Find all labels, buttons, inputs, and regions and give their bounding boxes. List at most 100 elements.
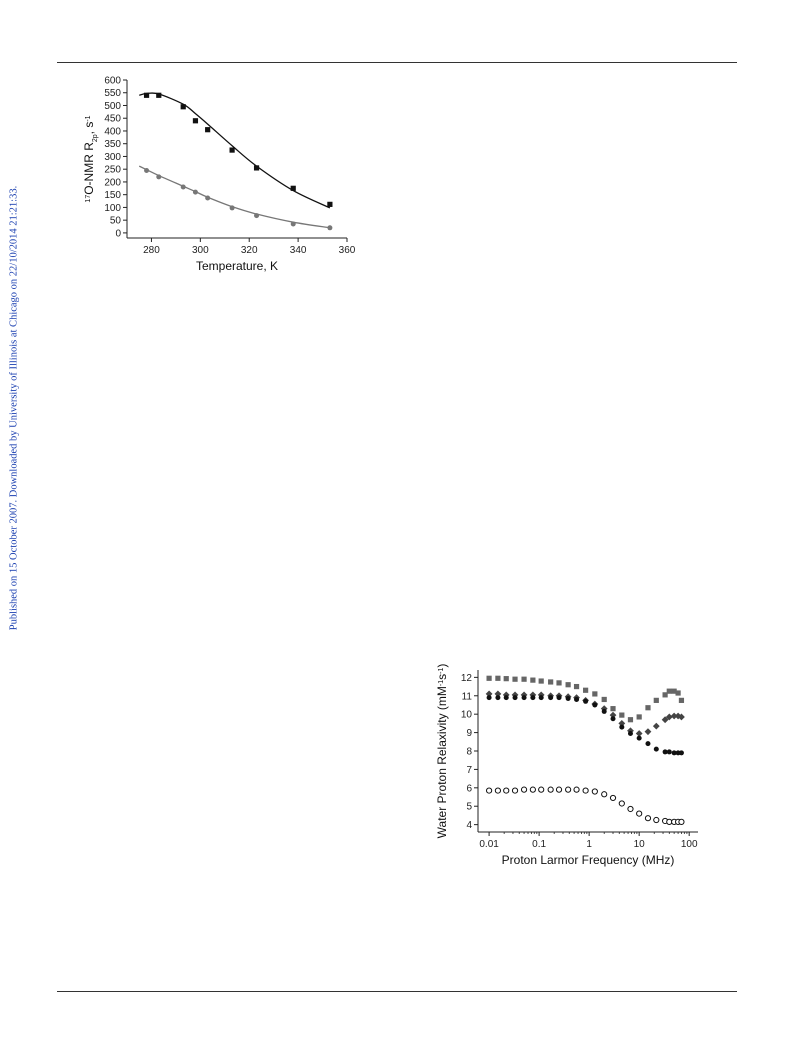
x-axis-label: Proton Larmor Frequency (MHz) (502, 853, 675, 867)
data-point-s1 (538, 678, 544, 684)
data-point-s1 (675, 690, 681, 696)
data-point-s1 (548, 679, 554, 685)
data-point-s1 (229, 147, 235, 153)
data-point-s3 (565, 696, 571, 702)
data-point-s1 (156, 92, 162, 98)
y-tick-label: 350 (104, 139, 121, 150)
data-point-s4 (644, 815, 652, 822)
data-point-s1 (627, 717, 634, 723)
data-point-s3 (583, 698, 589, 704)
x-tick-label: 1 (586, 839, 592, 850)
data-point-s1 (192, 118, 199, 124)
y-tick-label: 7 (466, 765, 472, 776)
data-point-s2 (678, 713, 685, 721)
data-point-s4 (609, 794, 617, 802)
data-point-s1 (495, 675, 501, 681)
data-point-s4 (520, 786, 528, 793)
data-point-s4 (547, 786, 554, 793)
y-tick-label: 12 (461, 673, 473, 684)
data-point-s2 (644, 728, 652, 736)
data-point-s1 (143, 92, 150, 98)
data-point-s3 (619, 724, 625, 730)
data-point-s3 (530, 695, 536, 701)
data-point-s1 (671, 688, 677, 694)
data-point-s2 (290, 221, 296, 227)
x-axis-label: Temperature, K (196, 259, 278, 273)
y-axis-label: Water Proton Relaxivity (mM-1s-1) (435, 664, 449, 839)
y-tick-label: 250 (104, 165, 121, 176)
data-point-s3 (671, 750, 677, 756)
data-point-s1 (290, 185, 296, 191)
data-point-s1 (327, 201, 333, 207)
x-tick-label: 0.1 (532, 839, 546, 850)
x-tick-label: 360 (339, 245, 356, 256)
data-point-s1 (601, 696, 607, 703)
data-point-s2 (229, 205, 235, 211)
data-point-s3 (666, 749, 672, 755)
data-point-s4 (653, 816, 660, 824)
data-point-s1 (521, 676, 527, 682)
data-point-s1 (512, 676, 518, 682)
y-tick-label: 50 (110, 216, 122, 227)
y-tick-label: 300 (104, 152, 121, 163)
data-point-s3 (610, 716, 616, 722)
x-tick-label: 0.01 (479, 839, 499, 850)
data-point-s1 (486, 675, 492, 681)
data-point-s2 (156, 174, 162, 180)
download-notice[interactable]: Published on 15 October 2007. Downloaded… (8, 185, 20, 631)
y-tick-label: 0 (115, 228, 121, 239)
data-point-s2 (670, 712, 678, 720)
y-tick-label: 8 (466, 747, 472, 758)
x-tick-label: 280 (143, 245, 160, 256)
data-point-s4 (573, 786, 580, 793)
data-point-s1 (653, 697, 659, 703)
data-point-s1 (205, 127, 211, 133)
y-axis-label: 17O-NMR R2p, s-1 (82, 115, 99, 202)
x-tick-label: 10 (634, 839, 646, 850)
y-tick-label: 100 (104, 203, 121, 214)
data-point-s2 (180, 184, 186, 190)
data-point-s1 (636, 714, 642, 720)
data-point-s4 (538, 786, 545, 793)
data-point-s1 (592, 691, 598, 697)
data-point-s4 (503, 787, 510, 794)
data-point-s3 (662, 749, 668, 755)
data-point-s3 (503, 695, 509, 701)
data-point-s3 (512, 695, 518, 701)
data-point-s1 (180, 104, 186, 110)
y-tick-label: 9 (466, 728, 472, 739)
data-point-s2 (635, 730, 643, 737)
data-point-s1 (503, 676, 509, 682)
data-point-s1 (573, 683, 580, 690)
data-point-s4 (529, 786, 536, 793)
data-point-s2 (627, 727, 634, 735)
data-point-s1 (565, 682, 571, 688)
data-point-s3 (645, 741, 651, 747)
footer-rule (57, 991, 737, 992)
data-point-s1 (253, 165, 260, 171)
data-point-s4 (565, 786, 572, 793)
data-point-s3 (521, 695, 527, 701)
data-point-s4 (591, 788, 598, 795)
header-rule (57, 62, 737, 63)
data-point-s2 (665, 713, 673, 721)
data-point-s4 (511, 787, 519, 794)
fit-curve-1 (139, 92, 331, 209)
y-tick-label: 4 (466, 820, 472, 831)
y-tick-label: 200 (104, 177, 121, 188)
data-point-s2 (192, 189, 198, 195)
x-tick-label: 100 (681, 839, 698, 850)
x-tick-label: 340 (290, 245, 307, 256)
data-point-s4 (485, 787, 493, 794)
data-point-s2 (652, 722, 660, 730)
data-point-s4 (618, 800, 625, 807)
data-point-s4 (601, 791, 608, 798)
data-point-s3 (601, 708, 607, 714)
data-point-s1 (666, 688, 672, 694)
data-point-s2 (661, 716, 669, 724)
data-point-s3 (556, 695, 562, 701)
y-tick-label: 500 (104, 101, 121, 112)
data-point-s2 (485, 690, 493, 698)
data-point-s2 (494, 690, 502, 698)
